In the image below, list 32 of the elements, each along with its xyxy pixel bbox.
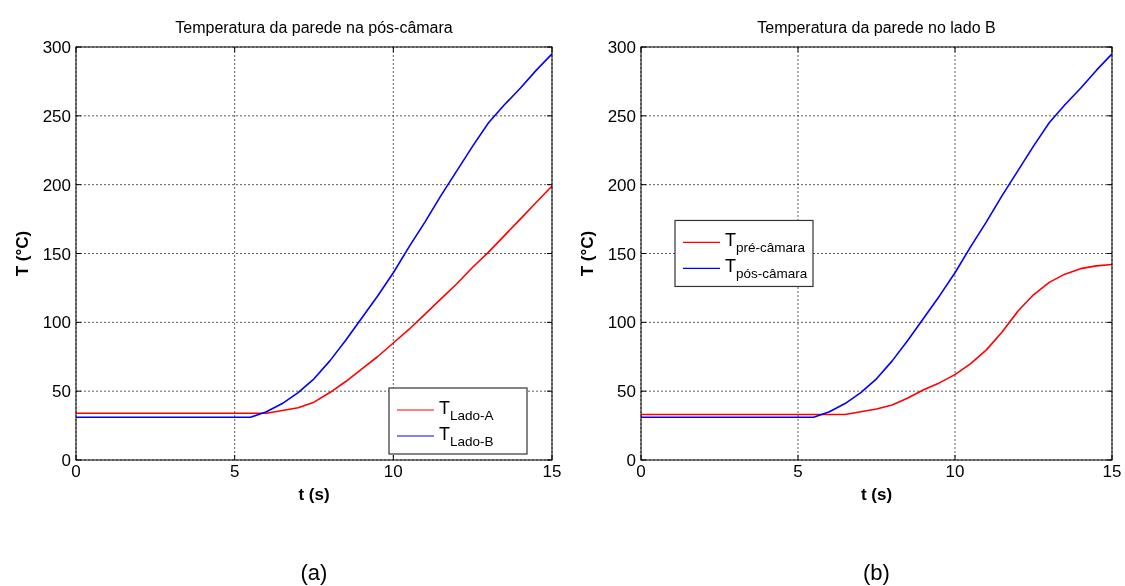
- legend-label: T$_{Lado-A}$: [439, 398, 494, 423]
- y-tick-label: 150: [42, 244, 71, 264]
- x-tick-label: 5: [229, 462, 240, 481]
- x-axis-title: t (s): [860, 485, 893, 504]
- line-series: [640, 53, 1113, 419]
- x-tick-label: 15: [1102, 462, 1122, 481]
- y-tick-label: 100: [607, 313, 636, 333]
- legend-label: T$_{Lado-B}$: [439, 424, 494, 449]
- legend-label: T$_{pós-câmara}$: [725, 256, 808, 282]
- y-tick-label: 200: [607, 175, 636, 195]
- y-tick-label: 300: [42, 38, 71, 57]
- y-tick-label: 100: [42, 313, 71, 333]
- y-tick-label: 150: [607, 244, 636, 264]
- y-tick-label: 200: [42, 175, 71, 195]
- y-tick-label: 300: [607, 38, 636, 57]
- y-axis-title: T (°C): [578, 230, 597, 277]
- x-tick-label: 15: [542, 462, 562, 481]
- chart-title: Temperatura da parede na pós-câmara: [175, 19, 453, 36]
- text: (b): [863, 560, 890, 585]
- x-tick-label: 10: [383, 462, 403, 481]
- chart-title: Temperatura da parede no lado B: [757, 19, 996, 36]
- text: (a): [300, 560, 328, 585]
- x-axis-title: t (s): [298, 485, 330, 504]
- x-tick-label: 10: [945, 462, 965, 481]
- legend-label: T$_{pré-câmara}$: [725, 230, 806, 256]
- y-tick-label: 50: [52, 382, 71, 402]
- x-tick-label: 5: [793, 462, 803, 481]
- y-axis-title: T (°C): [13, 230, 32, 277]
- line-series: [75, 53, 553, 419]
- y-tick-label: 250: [42, 106, 71, 126]
- y-tick-label: 250: [607, 106, 636, 126]
- y-tick-label: 50: [617, 382, 636, 402]
